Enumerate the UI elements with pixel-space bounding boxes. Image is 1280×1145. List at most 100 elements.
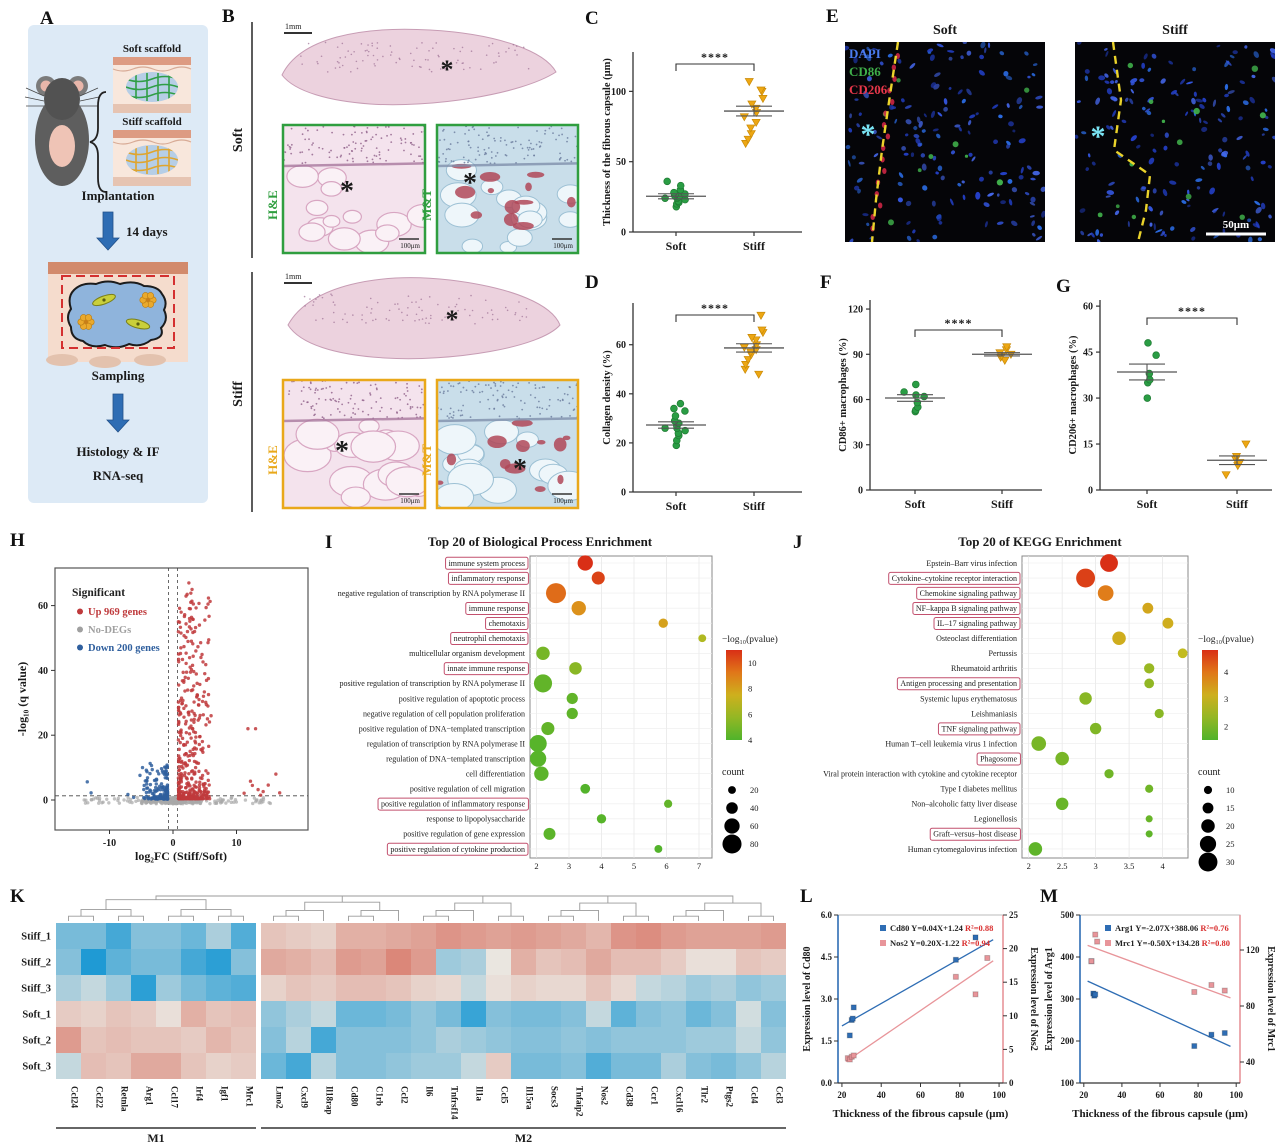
heatmap-cell [511, 1027, 536, 1053]
heatmap-cell [611, 1027, 636, 1053]
fluorescence-image [1075, 42, 1275, 242]
row-label: Soft_1 [22, 1010, 51, 1021]
heatmap-cell [131, 975, 156, 1001]
heatmap-cell [761, 1027, 786, 1053]
heatmap-cell [106, 1053, 131, 1079]
heatmap-cell [586, 949, 611, 975]
bubble-data-point [1100, 554, 1118, 572]
data-point [1221, 987, 1228, 994]
heatmap-cell [761, 975, 786, 1001]
x-tick-label: 3 [1094, 861, 1098, 871]
bubble-data-point [533, 674, 553, 693]
sampling-schematic [46, 262, 188, 368]
data-point [1092, 991, 1099, 998]
term-label: Rheumatoid arthritis [951, 664, 1017, 673]
heatmap-cell [81, 1053, 106, 1079]
y-tick-label: 300 [1061, 994, 1075, 1004]
heatmap-cell [206, 1027, 231, 1053]
bubble-data-point [596, 814, 607, 824]
heatmap-cell [761, 1001, 786, 1027]
column-label: C1rb [375, 1086, 385, 1106]
scaffold-asterisk: * [861, 118, 876, 151]
heatmap-cell [361, 1001, 386, 1027]
y-tick-label: 0 [621, 228, 626, 239]
data-point [747, 100, 757, 109]
column-group-label: M1 [147, 1131, 164, 1145]
heatmap-cell [536, 949, 561, 975]
term-label: positive regulation of cell migration [410, 785, 525, 794]
y-axis-label: CD86+ macrophages (%) [838, 338, 849, 452]
data-point [984, 955, 991, 962]
heatmap-cell [661, 923, 686, 949]
heatmap-cell [386, 1001, 411, 1027]
x-tick-label: 4 [1160, 861, 1165, 871]
heatmap-cell [231, 949, 256, 975]
term-label: positive regulation of gene expression [403, 830, 525, 839]
bubble-data-point [529, 750, 547, 767]
heatmap-cell [231, 1027, 256, 1053]
capsule-boundary-dashed-line [870, 42, 900, 242]
column-label: Tnfrsf14 [450, 1086, 460, 1120]
y-tick-label: 4.5 [821, 952, 833, 962]
y-tick-label: 45 [1083, 348, 1093, 359]
column-label: Il1a [475, 1086, 485, 1102]
heatmap-cell [336, 1027, 361, 1053]
size-tick-label: 20 [1226, 821, 1235, 831]
heatmap-cell [686, 975, 711, 1001]
heatmap-cell [311, 975, 336, 1001]
scale-bar-label: 1mm [285, 272, 302, 281]
stain-mt-label: M&T [419, 189, 434, 221]
column-label: Tnfaip2 [575, 1086, 585, 1117]
bubble-data-point [543, 827, 556, 840]
heatmap-cell [636, 975, 661, 1001]
image-title: Soft [933, 23, 957, 38]
bubble-data-point [1162, 617, 1174, 629]
data-point [751, 118, 761, 128]
data-point [972, 991, 979, 998]
heatmap-cell [736, 1027, 761, 1053]
heatmap-cell [511, 923, 536, 949]
significance-stars: **** [945, 316, 973, 330]
data-point [676, 181, 685, 190]
scaffold-asterisk: * [335, 436, 349, 467]
heatmap-cell [536, 1053, 561, 1079]
y-tick-label: 15 [1009, 977, 1019, 987]
heatmap-cell [661, 1001, 686, 1027]
heatmap-cell [761, 949, 786, 975]
heatmap-cell [686, 923, 711, 949]
bubble-data-point [1089, 722, 1102, 735]
significance-stars: **** [701, 50, 729, 64]
panel-i-label: I [325, 532, 333, 553]
y-tick-label: 40 [38, 666, 48, 677]
term-label: IL–17 signaling pathway [937, 619, 1017, 628]
heatmap-cell [661, 975, 686, 1001]
down-arrow-icon [96, 211, 120, 251]
heatmap-cell [436, 975, 461, 1001]
heatmap-cell [386, 949, 411, 975]
x-axis-label: log₂FC (Stiff/Soft) [135, 849, 227, 863]
heatmap-cell [611, 949, 636, 975]
column-label: Mrc1 [245, 1086, 255, 1107]
heatmap-cell [156, 1001, 181, 1027]
heatmap-cell [711, 1001, 736, 1027]
data-point [744, 78, 754, 87]
heatmap-cell [486, 1027, 511, 1053]
micrograph-image [283, 380, 425, 508]
panel-j-label: J [793, 532, 803, 553]
column-label: Il15ra [525, 1086, 535, 1110]
panel-g-label: G [1056, 276, 1071, 297]
sampling-label: Sampling [92, 368, 145, 383]
column-label: Ccl2 [400, 1086, 410, 1104]
image-title: Stiff [1162, 23, 1188, 38]
fluorescence-image [845, 42, 1045, 242]
column-label: Irf4 [195, 1086, 205, 1101]
heatmap-cell [106, 1001, 131, 1027]
heatmap-cell [686, 949, 711, 975]
y-tick-label: 0 [1009, 1078, 1014, 1088]
heatmap-cell [206, 923, 231, 949]
scaffold-asterisk: * [340, 176, 354, 207]
data-point [743, 135, 753, 144]
y-tick-label: 500 [1061, 910, 1075, 920]
heatmap-cell [661, 1053, 686, 1079]
y-tick-label: 40 [616, 389, 626, 400]
